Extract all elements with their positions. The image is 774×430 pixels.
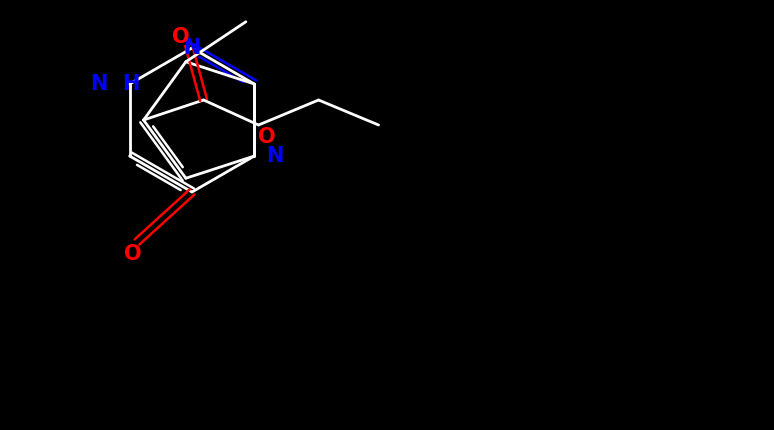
Text: O: O — [172, 27, 190, 47]
Text: N: N — [183, 38, 200, 58]
Text: O: O — [124, 244, 142, 264]
Text: N: N — [266, 146, 284, 166]
Text: O: O — [258, 127, 276, 147]
Text: N: N — [91, 74, 108, 94]
Text: H: H — [122, 74, 139, 94]
